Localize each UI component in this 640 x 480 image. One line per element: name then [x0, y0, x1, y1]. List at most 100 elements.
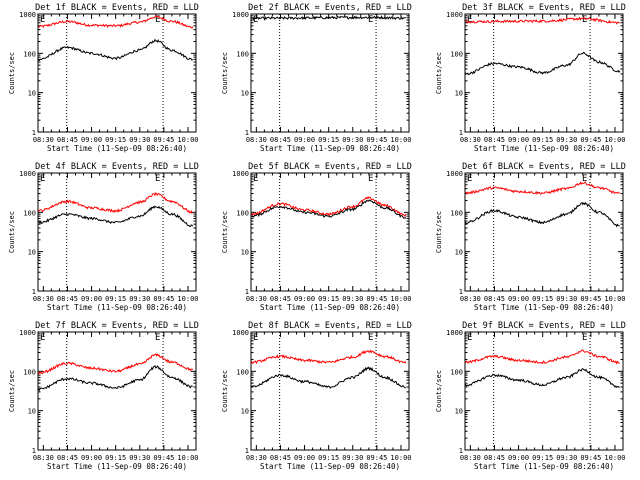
- x-tick-label: 09:15: [105, 136, 126, 144]
- y-tick-label: 100: [450, 368, 463, 376]
- marker-label: E: [582, 15, 587, 25]
- plot-frame: [464, 172, 624, 292]
- series-red-lld: [251, 196, 407, 218]
- y-tick-label: 1: [245, 129, 249, 137]
- x-tick-label: 10:00: [177, 136, 198, 144]
- marker-label: E: [467, 15, 472, 25]
- y-tick-label: 1000: [232, 11, 249, 19]
- marker-label: E: [253, 174, 258, 184]
- y-tick-label: 1000: [19, 170, 36, 178]
- y-tick-label: 1: [459, 129, 463, 137]
- marker-label: E: [467, 174, 472, 184]
- series-black-events: [38, 364, 193, 392]
- x-tick-label: 08:30: [246, 454, 267, 462]
- marker-label: E: [40, 15, 45, 25]
- series-red-lld: [251, 349, 407, 365]
- x-tick-label: 09:00: [81, 136, 102, 144]
- x-tick-label: 09:45: [153, 295, 174, 303]
- x-tick-label: 08:30: [33, 454, 54, 462]
- y-axis-label: Counts/sec: [8, 52, 16, 94]
- marker-label: E: [368, 174, 373, 184]
- x-tick-label: 09:15: [318, 454, 339, 462]
- x-tick-label: 10:00: [390, 136, 411, 144]
- x-tick-label: 09:30: [129, 454, 150, 462]
- plot-frame: [37, 13, 197, 133]
- marker-label: E: [40, 174, 45, 184]
- y-tick-label: 1000: [232, 329, 249, 337]
- x-tick-label: 08:45: [484, 454, 505, 462]
- x-tick-label: 08:30: [460, 295, 481, 303]
- x-tick-label: 08:45: [270, 454, 291, 462]
- panel-det-5: Det 5f BLACK = Events, RED = LLD 1 10 100 10…: [221, 162, 412, 312]
- y-tick-label: 100: [236, 209, 249, 217]
- marker-label: E: [582, 333, 587, 343]
- y-tick-label: 10: [28, 408, 36, 416]
- x-tick-label: 09:00: [81, 295, 102, 303]
- x-tick-label: 09:45: [366, 295, 387, 303]
- x-axis-label: Start Time (11-Sep-09 08:26:40): [47, 144, 187, 153]
- marker-label: E: [368, 333, 373, 343]
- marker-label: E: [155, 15, 160, 25]
- panel-title: Det 3f BLACK = Events, RED = LLD: [462, 3, 626, 13]
- x-axis-label: Start Time (11-Sep-09 08:26:40): [260, 303, 400, 312]
- series-black-events: [251, 366, 406, 390]
- series-red-lld: [38, 191, 194, 214]
- marker-label: E: [253, 333, 258, 343]
- series-black-events: [38, 205, 194, 228]
- marker-label: E: [40, 333, 45, 343]
- y-tick-label: 100: [236, 368, 249, 376]
- panel-det-1: Det 1f BLACK = Events, RED = LLD 1 10 100 10…: [8, 3, 199, 153]
- panel-det-2: Det 2f BLACK = Events, RED = LLD 1 10 100 10…: [221, 3, 412, 153]
- y-axis-label: Counts/sec: [221, 370, 229, 412]
- y-tick-label: 1: [32, 447, 36, 455]
- series-red-lld: [465, 349, 620, 365]
- y-tick-label: 10: [241, 90, 249, 98]
- x-tick-label: 08:30: [460, 454, 481, 462]
- series-black-events: [465, 51, 621, 76]
- series-red-lld: [465, 181, 621, 195]
- x-tick-label: 09:15: [318, 295, 339, 303]
- y-tick-label: 10: [28, 90, 36, 98]
- plot-frame: [250, 172, 410, 292]
- y-tick-label: 1: [459, 288, 463, 296]
- y-tick-label: 1: [32, 129, 36, 137]
- series-red-lld: [38, 15, 194, 29]
- panel-title: Det 1f BLACK = Events, RED = LLD: [35, 3, 199, 13]
- x-axis-label: Start Time (11-Sep-09 08:26:40): [474, 303, 614, 312]
- marker-label: E: [368, 15, 373, 25]
- x-tick-label: 08:45: [484, 295, 505, 303]
- series-black-events: [465, 367, 620, 389]
- x-tick-label: 08:45: [57, 295, 78, 303]
- x-tick-label: 09:30: [556, 136, 577, 144]
- y-tick-label: 1000: [19, 329, 36, 337]
- panel-det-9: Det 9f BLACK = Events, RED = LLD 1 10 100 10…: [435, 321, 626, 471]
- y-axis-label: Counts/sec: [221, 211, 229, 253]
- x-tick-label: 09:15: [532, 454, 553, 462]
- panel-title: Det 9f BLACK = Events, RED = LLD: [462, 321, 626, 331]
- x-tick-label: 09:00: [81, 454, 102, 462]
- x-tick-label: 09:45: [580, 136, 601, 144]
- y-tick-label: 10: [28, 249, 36, 257]
- x-tick-label: 09:30: [556, 295, 577, 303]
- y-tick-label: 1000: [232, 170, 249, 178]
- y-tick-label: 100: [450, 209, 463, 217]
- x-tick-label: 09:45: [366, 454, 387, 462]
- x-axis-label: Start Time (11-Sep-09 08:26:40): [47, 303, 187, 312]
- x-tick-label: 09:15: [318, 136, 339, 144]
- x-tick-label: 09:45: [580, 295, 601, 303]
- marker-label: E: [155, 174, 160, 184]
- x-tick-label: 09:30: [342, 454, 363, 462]
- x-tick-label: 08:45: [270, 295, 291, 303]
- plot-frame: [37, 331, 197, 451]
- x-tick-label: 08:30: [246, 295, 267, 303]
- x-tick-label: 10:00: [604, 136, 625, 144]
- x-tick-label: 09:00: [508, 454, 529, 462]
- x-tick-label: 09:15: [105, 295, 126, 303]
- x-tick-label: 10:00: [177, 295, 198, 303]
- series-red-lld: [38, 353, 194, 375]
- x-axis-label: Start Time (11-Sep-09 08:26:40): [260, 144, 400, 153]
- x-tick-label: 09:15: [532, 136, 553, 144]
- plot-frame: [37, 172, 197, 292]
- y-tick-label: 1000: [19, 11, 36, 19]
- series-black-events: [251, 199, 407, 219]
